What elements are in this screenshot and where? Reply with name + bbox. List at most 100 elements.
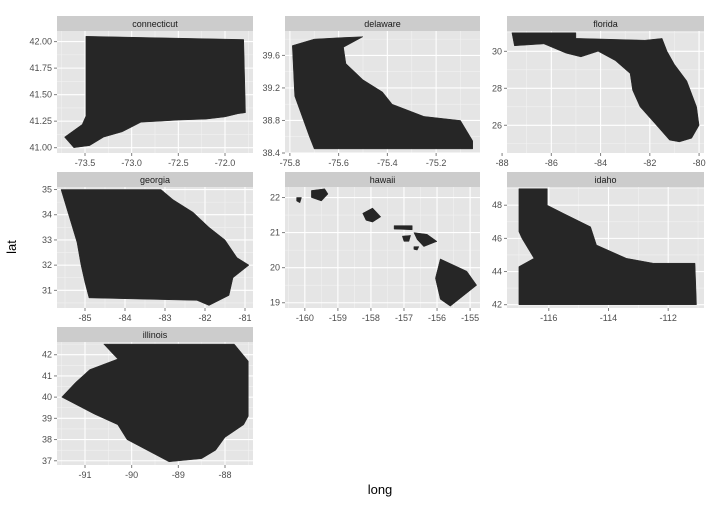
y-tick-label: 33 (42, 235, 52, 245)
x-tick-label: -159 (329, 313, 347, 323)
x-tick-label: -116 (540, 313, 557, 323)
facet-title: hawaii (370, 175, 396, 185)
state-shapes (296, 188, 478, 307)
state-polygon-hawaii-2 (296, 197, 302, 204)
state-polygon-georgia (60, 189, 250, 306)
y-tick-label: 42 (42, 350, 52, 360)
state-polygon-hawaii-5 (401, 235, 411, 242)
facet-title: georgia (140, 175, 170, 185)
y-tick-label: 28 (492, 83, 502, 93)
state-polygon-hawaii-8 (435, 258, 478, 307)
state-shapes (64, 36, 246, 148)
x-tick-label: -158 (362, 313, 380, 323)
y-tick-label: 35 (42, 185, 52, 195)
facet-panel-georgia: georgia -85 -84 -83 -82 -81 31 32 33 34 35 (42, 172, 253, 323)
facet-strip (285, 172, 480, 187)
y-tick-label: 42.00 (29, 37, 52, 47)
facet-panel-delaware: delaware -75.8 -75.6 -75.4 -75.2 38.4 38.8 39.2… (262, 16, 480, 168)
facet-title: florida (593, 19, 618, 29)
facet-strip (57, 16, 253, 31)
y-tick-label: 30 (492, 46, 502, 56)
state-polygon-connecticut (64, 36, 246, 148)
x-tick-label: -82 (643, 158, 656, 168)
state-polygon-idaho (518, 188, 697, 305)
x-tick-label: -91 (78, 470, 91, 480)
facet-strip (285, 16, 480, 31)
y-tick-label: 48 (492, 200, 502, 210)
state-shapes (511, 32, 700, 143)
x-tick-label: -86 (545, 158, 558, 168)
y-tick-label: 41 (42, 371, 52, 381)
y-tick-label: 19 (270, 298, 280, 308)
y-tick-label: 21 (270, 228, 280, 238)
y-tick-label: 37 (42, 456, 52, 466)
y-tick-label: 41.75 (29, 63, 52, 73)
state-polygon-delaware (292, 36, 473, 150)
x-tick-label: -160 (296, 313, 314, 323)
state-shapes (292, 36, 473, 150)
x-tick-label: -80 (693, 158, 706, 168)
x-tick-label: -156 (428, 313, 446, 323)
y-tick-label: 39.6 (262, 50, 280, 60)
facet-strip (507, 172, 704, 187)
state-polygon-hawaii-1 (311, 188, 329, 202)
facet-title: delaware (364, 19, 401, 29)
facet-strip (57, 327, 253, 342)
state-polygon-hawaii-7 (413, 246, 420, 251)
facet-panel-hawaii: hawaii -160 -159 -158 -157 -156 -155 19 20 21 22 (270, 172, 480, 323)
x-tick-label: -75.2 (426, 158, 447, 168)
x-tick-label: -81 (238, 313, 251, 323)
state-shapes (518, 188, 697, 305)
y-tick-label: 38 (42, 435, 52, 445)
y-axis-label: lat (4, 240, 19, 254)
x-tick-label: -90 (125, 470, 138, 480)
y-tick-label: 20 (270, 263, 280, 273)
x-tick-label: -82 (198, 313, 211, 323)
facet-title: idaho (594, 175, 616, 185)
x-tick-label: -157 (395, 313, 413, 323)
facet-panel-florida: florida -88 -86 -84 -82 -80 26 28 30 (492, 16, 706, 168)
y-tick-label: 38.4 (262, 148, 280, 158)
y-tick-label: 34 (42, 210, 52, 220)
facet-panel-connecticut: connecticut -73.5 -73.0 -72.5 -72.0 41.00 41.2… (29, 16, 253, 168)
state-polygon-illinois (61, 343, 249, 463)
facet-title: illinois (143, 330, 168, 340)
y-tick-label: 39 (42, 413, 52, 423)
x-tick-label: -72.5 (168, 158, 189, 168)
x-tick-label: -114 (600, 313, 617, 323)
x-tick-label: -72.0 (215, 158, 236, 168)
x-tick-label: -89 (172, 470, 185, 480)
y-tick-label: 42 (492, 300, 502, 310)
y-tick-label: 44 (492, 267, 502, 277)
facet-strip (507, 16, 704, 31)
x-tick-label: -73.5 (75, 158, 96, 168)
y-tick-label: 39.2 (262, 83, 280, 93)
x-tick-label: -83 (158, 313, 171, 323)
panels-layer: connecticut -73.5 -73.0 -72.5 -72.0 41.00 41.2… (29, 16, 706, 480)
x-tick-label: -75.6 (328, 158, 349, 168)
state-polygon-hawaii-4 (393, 225, 413, 231)
facet-panel-illinois: illinois -91 -90 -89 -88 37 38 39 40 41 42 (42, 327, 253, 480)
state-polygon-florida (511, 32, 700, 143)
x-tick-label: -73.0 (121, 158, 142, 168)
facet-strip (57, 172, 253, 187)
y-tick-label: 32 (42, 260, 52, 270)
x-tick-label: -88 (218, 470, 231, 480)
x-tick-label: -155 (461, 313, 479, 323)
state-polygon-hawaii-6 (413, 232, 438, 247)
y-tick-label: 41.00 (29, 143, 52, 153)
y-tick-label: 41.50 (29, 90, 52, 100)
y-tick-label: 46 (492, 233, 502, 243)
y-tick-label: 40 (42, 392, 52, 402)
x-tick-label: -112 (660, 313, 677, 323)
y-tick-label: 38.8 (262, 115, 280, 125)
state-polygon-hawaii-3 (362, 207, 382, 223)
x-tick-label: -88 (496, 158, 509, 168)
x-axis-label: long (368, 482, 393, 497)
grid-lines (285, 187, 480, 308)
y-tick-label: 31 (42, 285, 52, 295)
facet-title: connecticut (132, 19, 178, 29)
y-tick-label: 41.25 (29, 116, 52, 126)
